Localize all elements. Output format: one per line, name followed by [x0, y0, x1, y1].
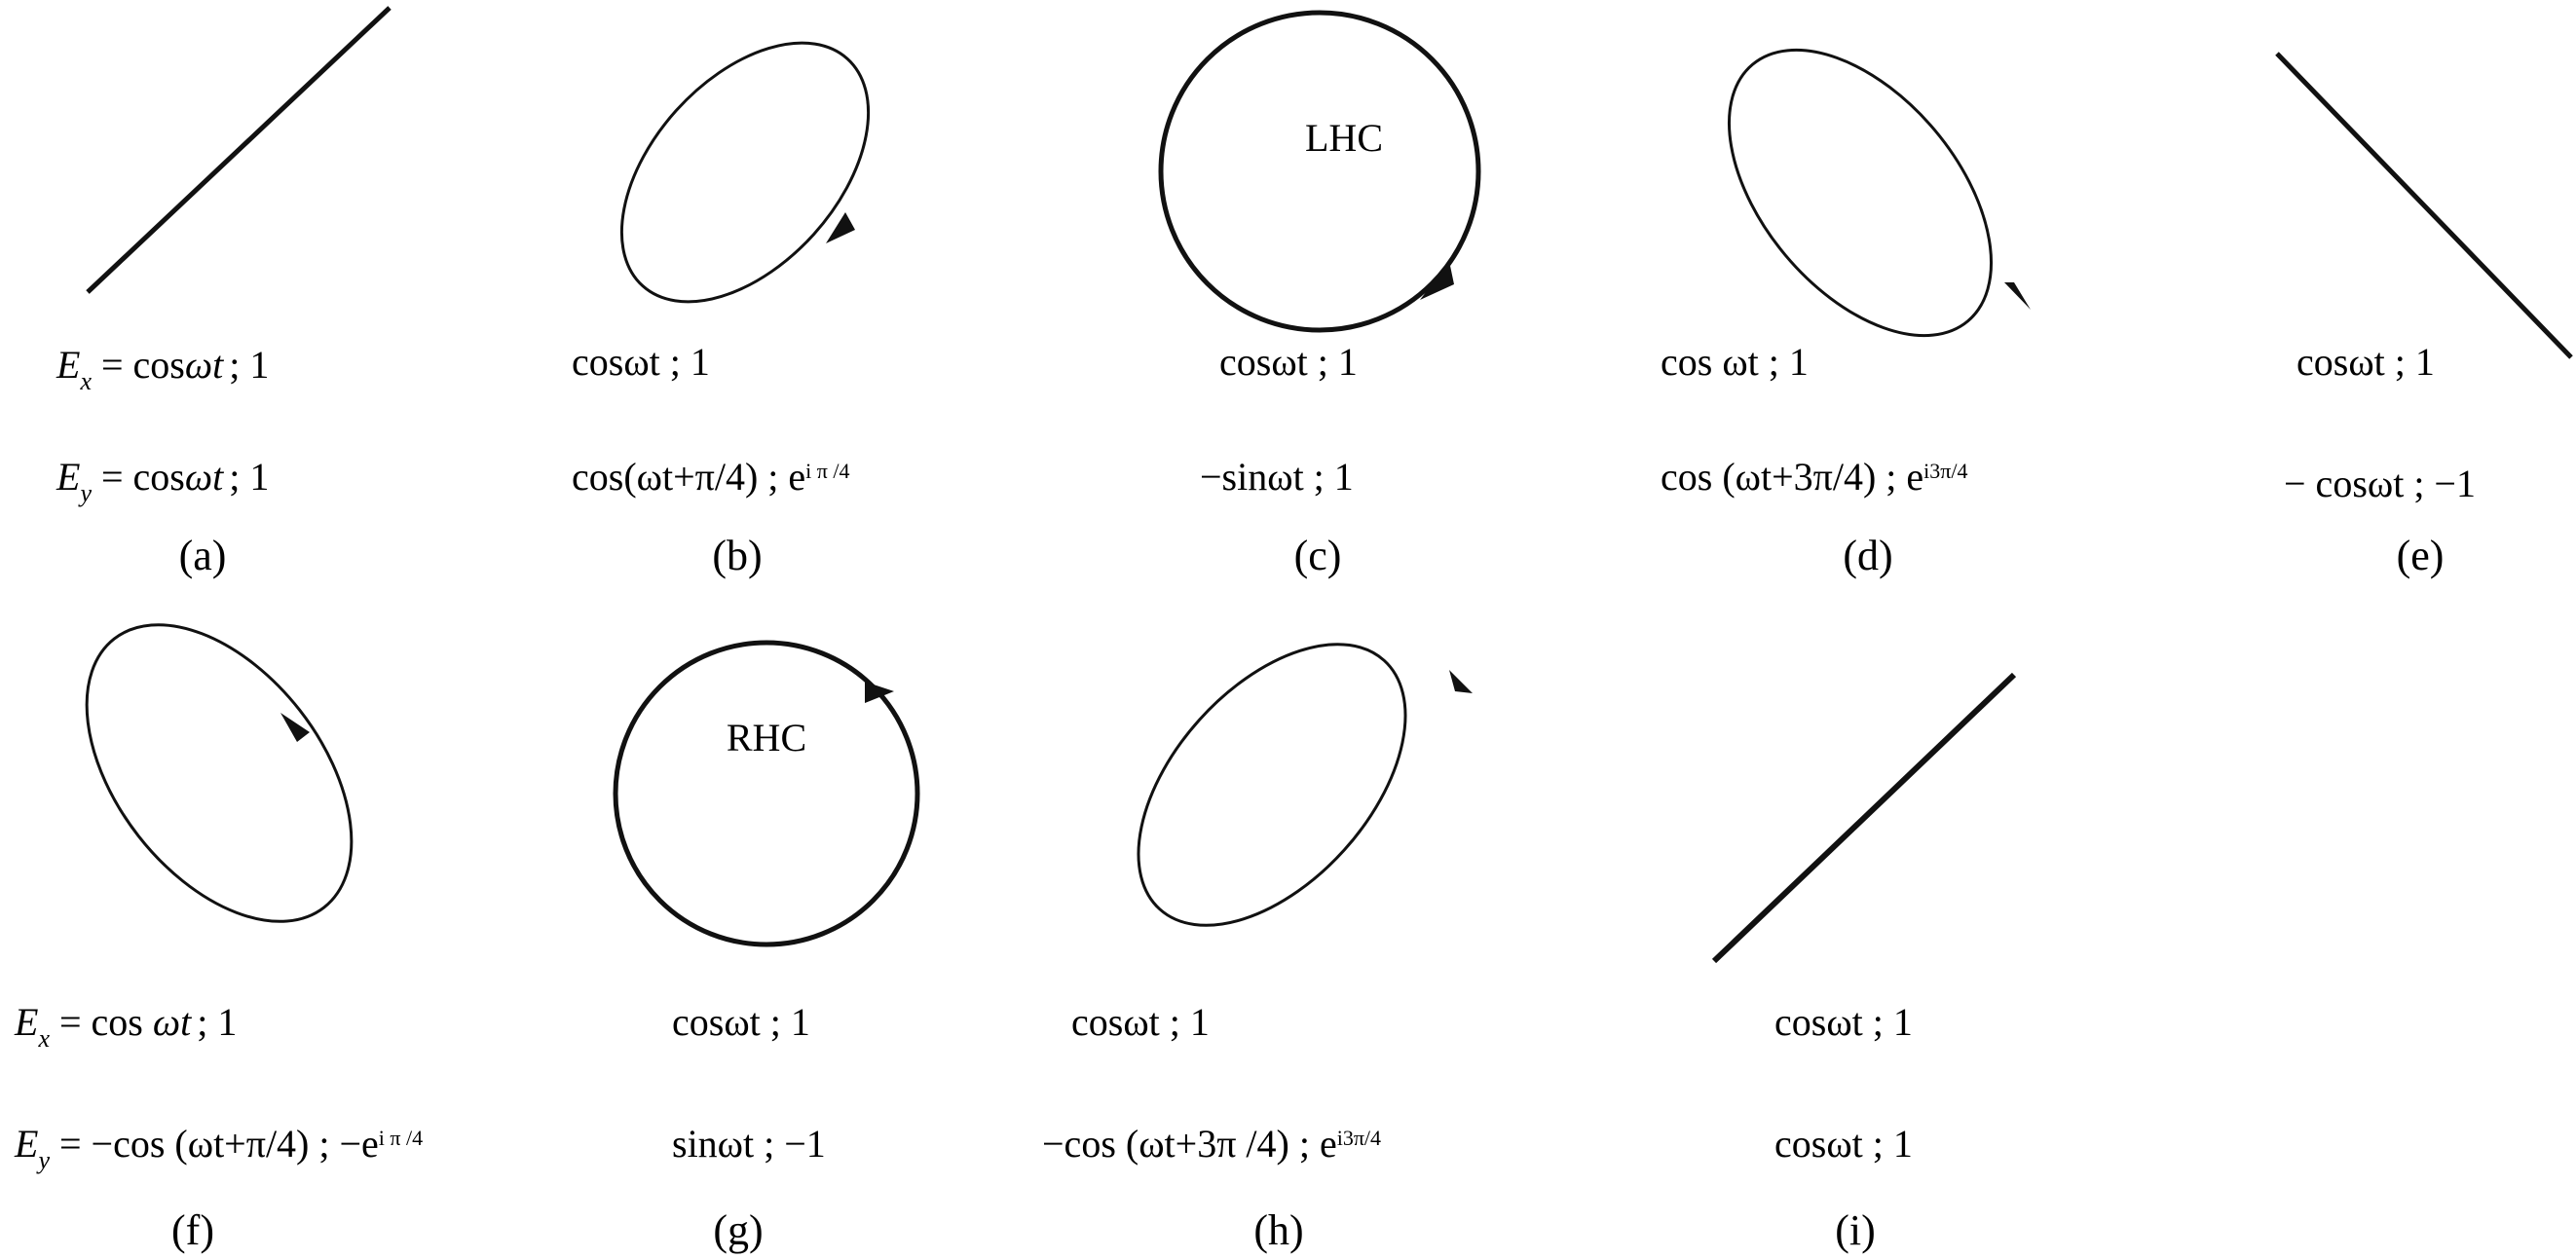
panel-c-ey: −sinωt ; 1: [1200, 455, 1354, 499]
panel-c-inner-label: LHC: [1305, 116, 1383, 160]
panel-g-inner-label: RHC: [727, 716, 806, 759]
panel-e-ex: cosωt ; 1: [2296, 340, 2435, 384]
panel-d-ellipse: [1727, 48, 2031, 338]
panel-b-ex: cosωt ; 1: [572, 340, 710, 384]
panel-a-ex-symbol: E: [56, 343, 80, 387]
panel-i-ey: cosωt ; 1: [1774, 1122, 1913, 1166]
panel-d-label: (d): [1843, 532, 1892, 579]
panel-i-ex: cosωt ; 1: [1774, 1000, 1913, 1044]
panel-f-ex: Ex = cos ωt; 1: [14, 1000, 237, 1053]
panel-i-line: [1711, 672, 2017, 964]
panel-c-arrow-icon: [1420, 261, 1454, 300]
panel-a-ey: Ey = cosωt; 1: [56, 455, 269, 507]
panel-c-label: (c): [1294, 532, 1342, 579]
panel-h-arrow-icon: [1449, 670, 1473, 693]
panel-h-ey: −cos (ωt+3π /4) ; ei3π/4: [1042, 1122, 1381, 1166]
panel-f-ellipse: [85, 623, 354, 923]
panel-h-ellipse: [1137, 643, 1473, 927]
panel-g-circle: [613, 640, 920, 947]
panel-i-label: (i): [1835, 1206, 1876, 1254]
panel-d-ey: cos (ωt+3π/4) ; ei3π/4: [1661, 455, 1967, 499]
panel-c-circle: [1158, 10, 1481, 333]
panel-a-line: [86, 6, 392, 294]
panel-b-label: (b): [712, 532, 762, 579]
panel-f-label: (f): [171, 1206, 214, 1254]
panel-e-ey: − cosωt ; −1: [2284, 462, 2476, 505]
panel-b-ellipse: [619, 41, 871, 304]
panel-g-arrow-icon: [865, 682, 894, 703]
panel-f-ey: Ey = −cos (ωt+π/4) ; −ei π /4: [14, 1122, 423, 1174]
panel-g-ey: sinωt ; −1: [672, 1122, 826, 1166]
panel-h-label: (h): [1253, 1206, 1303, 1254]
panel-f-arrow-icon: [280, 713, 310, 742]
panel-e-label: (e): [2397, 532, 2445, 579]
panel-a-label: (a): [179, 532, 227, 579]
panel-g-label: (g): [713, 1206, 763, 1254]
panel-g-ex: cosωt ; 1: [672, 1000, 810, 1044]
panel-a-ex: Ex = cosωt; 1: [56, 343, 269, 395]
panel-e-line: [2275, 52, 2573, 359]
panel-d-arrow-icon: [2004, 282, 2031, 310]
panel-h-ex: cosωt ; 1: [1071, 1000, 1210, 1044]
panel-d-ex: cos ωt ; 1: [1661, 340, 1809, 384]
panel-b-ey: cos(ωt+π/4) ; ei π /4: [572, 455, 849, 499]
panel-b-arrow-icon: [826, 212, 855, 243]
panel-c-ex: cosωt ; 1: [1219, 340, 1358, 384]
